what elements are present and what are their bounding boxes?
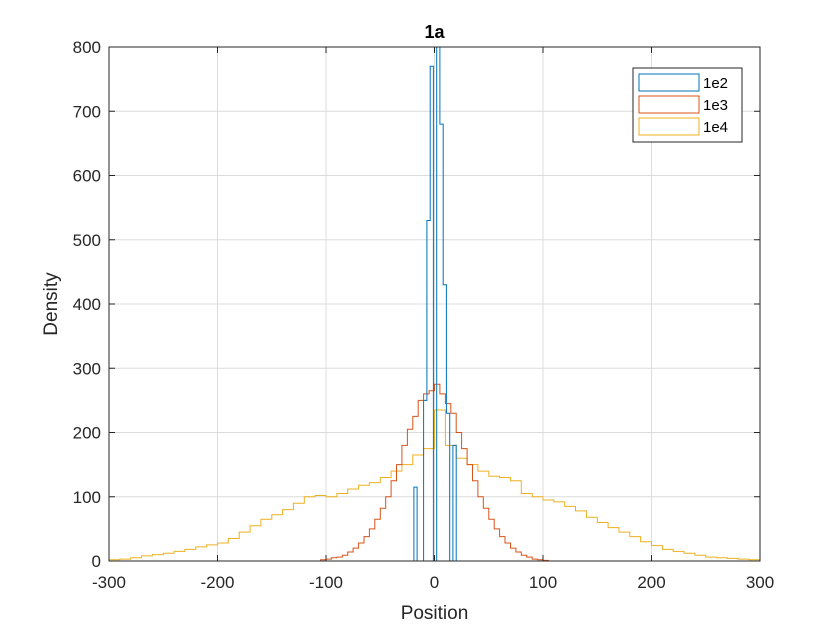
- series-1e4-histogram: [108, 409, 761, 561]
- x-tick-label: 300: [746, 573, 774, 592]
- y-tick-label: 0: [92, 552, 101, 571]
- legend-label-1e4: 1e4: [703, 119, 728, 136]
- legend-label-1e2: 1e2: [703, 75, 728, 92]
- x-tick-label: -100: [309, 573, 343, 592]
- y-tick-label: 500: [73, 231, 101, 250]
- axis-ticks: -300 -200 -100 0 100 200 300 0 100 200 300 400 500 60…: [73, 38, 775, 592]
- y-tick-label: 300: [73, 359, 101, 378]
- x-tick-label: 100: [529, 573, 557, 592]
- y-tick-label: 100: [73, 488, 101, 507]
- y-tick-label: 700: [73, 102, 101, 121]
- x-tick-label: -300: [92, 573, 126, 592]
- legend-swatch-1e3: [638, 95, 700, 114]
- legend-swatch-1e2: [638, 73, 700, 92]
- legend-label-1e3: 1e3: [703, 97, 728, 114]
- y-tick-label: 600: [73, 167, 101, 186]
- x-tick-label: 200: [637, 573, 665, 592]
- y-tick-label: 400: [73, 295, 101, 314]
- x-tick-label: -200: [200, 573, 234, 592]
- y-axis-label: Density: [41, 272, 62, 336]
- legend: 1e2 1e3 1e4: [632, 67, 743, 143]
- x-tick-label: 0: [430, 573, 439, 592]
- legend-swatch-1e4: [638, 117, 700, 136]
- chart-title: 1a: [424, 22, 445, 42]
- x-axis-label: Position: [401, 603, 469, 624]
- series-1e3-histogram: [320, 383, 549, 561]
- y-tick-label: 800: [73, 38, 101, 57]
- y-tick-label: 200: [73, 424, 101, 443]
- legend-box: [632, 67, 743, 143]
